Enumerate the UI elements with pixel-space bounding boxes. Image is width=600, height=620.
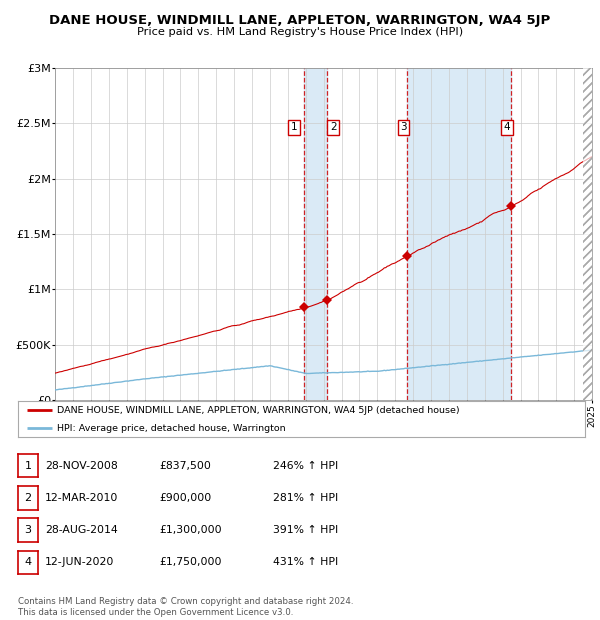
Text: Contains HM Land Registry data © Crown copyright and database right 2024.
This d: Contains HM Land Registry data © Crown c… <box>18 598 353 617</box>
Text: 12-JUN-2020: 12-JUN-2020 <box>45 557 115 567</box>
Text: DANE HOUSE, WINDMILL LANE, APPLETON, WARRINGTON, WA4 5JP: DANE HOUSE, WINDMILL LANE, APPLETON, WAR… <box>49 14 551 27</box>
Bar <box>583 68 592 400</box>
Text: £1,300,000: £1,300,000 <box>159 525 221 535</box>
Bar <box>407 68 511 400</box>
Bar <box>583 68 592 400</box>
Text: 1: 1 <box>25 461 31 471</box>
Text: 281% ↑ HPI: 281% ↑ HPI <box>273 493 338 503</box>
Text: 2: 2 <box>25 493 31 503</box>
Text: 4: 4 <box>503 122 511 132</box>
Bar <box>304 68 327 400</box>
Text: 431% ↑ HPI: 431% ↑ HPI <box>273 557 338 567</box>
Text: Price paid vs. HM Land Registry's House Price Index (HPI): Price paid vs. HM Land Registry's House … <box>137 27 463 37</box>
Text: 4: 4 <box>25 557 31 567</box>
Text: £900,000: £900,000 <box>159 493 211 503</box>
Text: £1,750,000: £1,750,000 <box>159 557 221 567</box>
Text: 246% ↑ HPI: 246% ↑ HPI <box>273 461 338 471</box>
Bar <box>583 68 592 400</box>
Text: 391% ↑ HPI: 391% ↑ HPI <box>273 525 338 535</box>
Text: DANE HOUSE, WINDMILL LANE, APPLETON, WARRINGTON, WA4 5JP (detached house): DANE HOUSE, WINDMILL LANE, APPLETON, WAR… <box>56 405 459 415</box>
Text: £837,500: £837,500 <box>159 461 211 471</box>
Text: 28-NOV-2008: 28-NOV-2008 <box>45 461 118 471</box>
Text: 12-MAR-2010: 12-MAR-2010 <box>45 493 118 503</box>
Text: 3: 3 <box>400 122 407 132</box>
Text: HPI: Average price, detached house, Warrington: HPI: Average price, detached house, Warr… <box>56 423 285 433</box>
Text: 2: 2 <box>330 122 337 132</box>
Text: 1: 1 <box>291 122 298 132</box>
Text: 28-AUG-2014: 28-AUG-2014 <box>45 525 118 535</box>
Text: 3: 3 <box>25 525 31 535</box>
